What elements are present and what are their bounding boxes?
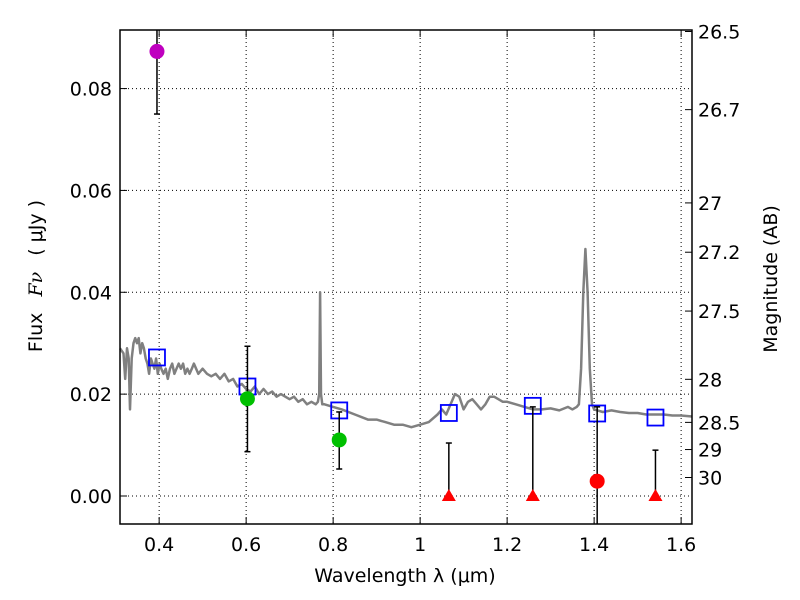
- detection-point: [331, 432, 347, 448]
- y-axis-title-prefix: Flux: [25, 313, 47, 353]
- grid-lines: [120, 30, 692, 524]
- y-axis-title-unit: ( μJy ): [25, 200, 47, 256]
- upper-limit-triangle: [648, 488, 663, 501]
- mag-tick-label: 28.5: [698, 412, 740, 434]
- x-tick-label: 1.6: [666, 534, 696, 556]
- x-tick-label: 1: [414, 534, 426, 556]
- detection-point: [589, 473, 605, 489]
- mag-tick-label: 30: [698, 467, 722, 489]
- mag-tick-label: 27: [698, 193, 722, 215]
- detection-point: [149, 43, 165, 59]
- x-tick-label: 1.2: [492, 534, 522, 556]
- svg-text:Flux Fν ( μJy ): Flux Fν ( μJy ): [25, 200, 47, 352]
- y-axis-title-left: Flux Fν ( μJy ): [25, 200, 47, 352]
- model-photometry-square: [439, 404, 458, 422]
- x-tick-label: 1.4: [579, 534, 609, 556]
- mag-tick-label: 29: [698, 440, 722, 462]
- mag-tick-label: 26.7: [698, 100, 740, 122]
- y-tick-label: 0.04: [70, 282, 112, 304]
- y-tick-label: 0.06: [70, 180, 112, 202]
- plot-frame: [119, 29, 693, 525]
- mag-tick-label: 27.5: [698, 301, 740, 323]
- model-photometry-square: [646, 408, 665, 427]
- mag-tick-label: 28: [698, 369, 722, 391]
- x-tick-label: 0.6: [231, 534, 261, 556]
- axes: 0.4 0.6 0.8 1 1.2 1.4 1.6 0.00 0.02 0.04 0.06 0.08 2…: [70, 21, 741, 556]
- spectrum-layer: [118, 247, 693, 429]
- x-tick-label: 0.4: [144, 534, 174, 556]
- y-tick-label: 0.02: [70, 384, 112, 406]
- detection-point: [239, 391, 255, 407]
- upper-limit-triangle: [525, 488, 540, 501]
- y-axis-title-symbol: Fν: [25, 271, 47, 297]
- mag-tick-label: 26.5: [698, 21, 740, 43]
- y-tick-label: 0.08: [70, 79, 112, 101]
- x-tick-label: 0.8: [318, 534, 348, 556]
- template-spectrum-line: [118, 247, 693, 429]
- data-marks: [148, 30, 665, 524]
- upper-limit-triangle: [441, 488, 456, 501]
- x-axis-title: Wavelength λ (μm): [314, 565, 495, 587]
- mag-tick-label: 27.2: [698, 242, 740, 264]
- y-tick-label: 0.00: [70, 486, 112, 508]
- model-photometry-square: [148, 348, 166, 367]
- y-axis-title-right: Magnitude (AB): [760, 205, 782, 353]
